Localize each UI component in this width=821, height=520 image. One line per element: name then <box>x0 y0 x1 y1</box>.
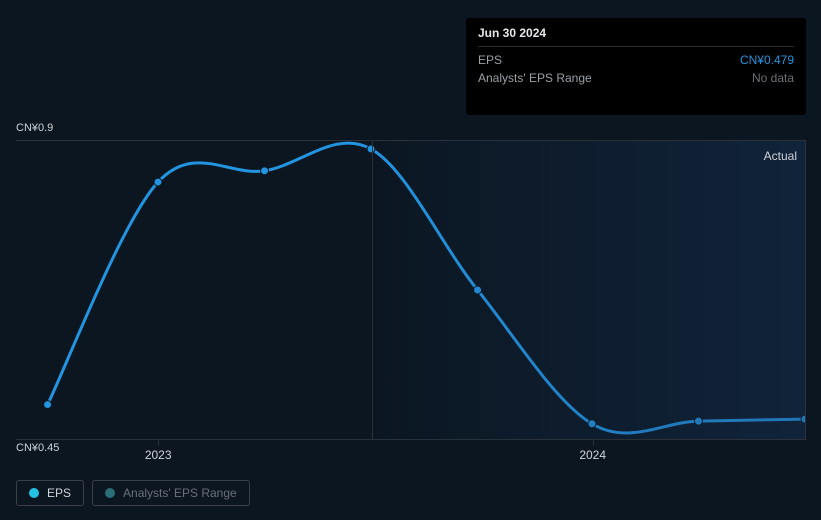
tooltip-value: CN¥0.479 <box>740 53 794 67</box>
x-tick <box>593 440 594 446</box>
chart-plot[interactable]: Actual <box>16 140 806 440</box>
tooltip-label: EPS <box>478 53 502 67</box>
plot-divider <box>372 141 373 439</box>
y-axis-top-label: CN¥0.9 <box>16 122 53 134</box>
actual-region-label: Actual <box>764 149 797 163</box>
legend-item-range[interactable]: Analysts' EPS Range <box>92 480 250 506</box>
x-axis: 2023 2024 <box>16 440 806 470</box>
tooltip-row-range: Analysts' EPS Range No data <box>478 69 794 87</box>
x-axis-label: 2023 <box>145 448 172 462</box>
data-point[interactable] <box>44 401 52 409</box>
legend-item-eps[interactable]: EPS <box>16 480 84 506</box>
tooltip-row-eps: EPS CN¥0.479 <box>478 51 794 69</box>
x-tick <box>158 440 159 446</box>
data-point[interactable] <box>801 415 805 423</box>
eps-line <box>48 143 805 433</box>
data-point[interactable] <box>261 167 269 175</box>
tooltip-value: No data <box>752 71 794 85</box>
legend-swatch-icon <box>29 488 39 498</box>
x-axis-label: 2024 <box>579 448 606 462</box>
chart-tooltip: Jun 30 2024 EPS CN¥0.479 Analysts' EPS R… <box>466 18 806 115</box>
chart-legend: EPS Analysts' EPS Range <box>16 480 250 506</box>
chart-container: Jun 30 2024 EPS CN¥0.479 Analysts' EPS R… <box>0 0 821 520</box>
data-point[interactable] <box>588 420 596 428</box>
legend-label: Analysts' EPS Range <box>123 486 237 500</box>
legend-swatch-icon <box>105 488 115 498</box>
tooltip-date: Jun 30 2024 <box>478 26 794 47</box>
legend-label: EPS <box>47 486 71 500</box>
chart-svg <box>16 141 805 439</box>
data-point[interactable] <box>694 417 702 425</box>
tooltip-label: Analysts' EPS Range <box>478 71 592 85</box>
data-point[interactable] <box>154 178 162 186</box>
data-point[interactable] <box>474 286 482 294</box>
